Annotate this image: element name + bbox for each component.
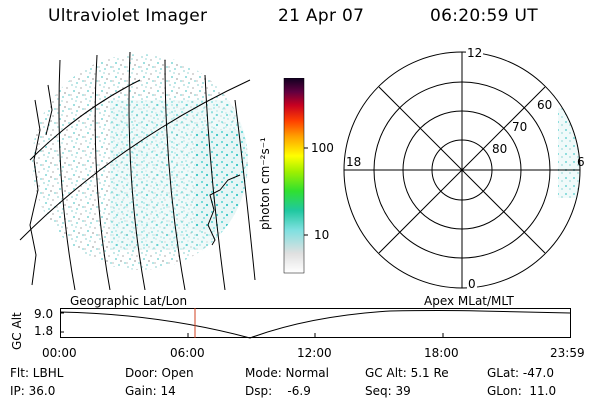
colorbar-units-label: photon cm⁻²s⁻¹: [258, 137, 272, 230]
colorbar-tick-10: 10: [314, 228, 330, 242]
orbit-ytick-low: 1.8: [34, 324, 54, 338]
info-gain: Gain: 14: [125, 384, 176, 398]
time-label: 06:20:59 UT: [430, 6, 538, 26]
info-dsp: Dsp: -6.9: [245, 384, 311, 398]
orbit-plot: [60, 308, 571, 339]
lat-label-80: 80: [492, 142, 508, 156]
orbit-axis-title: GC Alt: [10, 312, 24, 350]
date-label: 21 Apr 07: [278, 6, 365, 26]
colorbar-tick-100: 100: [311, 141, 334, 155]
info-mode: Mode: Normal: [245, 366, 329, 380]
geographic-label: Geographic Lat/Lon: [70, 294, 188, 308]
info-gc-alt: GC Alt: 5.1 Re: [365, 366, 449, 380]
orbit-xtick-3: 18:00: [424, 346, 459, 360]
orbit-xtick-2: 12:00: [297, 346, 332, 360]
mlt-label-0: 0: [467, 277, 477, 291]
info-glat: GLat: -47.0: [487, 366, 554, 380]
orbit-xtick-0: 00:00: [42, 346, 77, 360]
orbit-xtick-1: 06:00: [170, 346, 205, 360]
mlt-label-18: 18: [346, 155, 362, 169]
geographic-image: [19, 51, 256, 290]
instrument-title: Ultraviolet Imager: [48, 6, 208, 26]
mlt-label-12: 12: [466, 46, 484, 60]
info-flt: Flt: LBHL: [10, 366, 64, 380]
info-ip: IP: 36.0: [10, 384, 56, 398]
info-seq: Seq: 39: [365, 384, 411, 398]
orbit-ytick-high: 9.0: [34, 307, 54, 321]
mlt-label-6: 6: [577, 155, 585, 169]
polar-plot: [343, 51, 581, 289]
lat-label-60: 60: [537, 98, 553, 112]
lat-label-70: 70: [512, 120, 528, 134]
orbit-xtick-4: 23:59: [550, 346, 585, 360]
info-door: Door: Open: [125, 366, 194, 380]
info-glon: GLon: 11.0: [487, 384, 557, 398]
apex-label: Apex MLat/MLT: [424, 294, 514, 308]
colorbar: [283, 78, 308, 274]
